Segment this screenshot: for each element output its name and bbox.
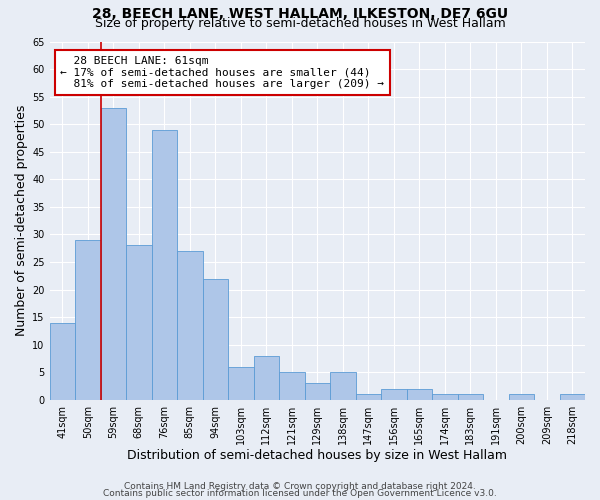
- Bar: [381, 389, 407, 400]
- Bar: [560, 394, 585, 400]
- Bar: [177, 251, 203, 400]
- Bar: [126, 246, 152, 400]
- Bar: [432, 394, 458, 400]
- Text: Contains HM Land Registry data © Crown copyright and database right 2024.: Contains HM Land Registry data © Crown c…: [124, 482, 476, 491]
- Bar: [330, 372, 356, 400]
- Text: 28, BEECH LANE, WEST HALLAM, ILKESTON, DE7 6GU: 28, BEECH LANE, WEST HALLAM, ILKESTON, D…: [92, 8, 508, 22]
- Bar: [356, 394, 381, 400]
- Bar: [152, 130, 177, 400]
- Bar: [509, 394, 534, 400]
- Text: Size of property relative to semi-detached houses in West Hallam: Size of property relative to semi-detach…: [95, 17, 505, 30]
- Bar: [228, 367, 254, 400]
- Bar: [458, 394, 483, 400]
- Bar: [254, 356, 279, 400]
- Bar: [407, 389, 432, 400]
- Bar: [305, 384, 330, 400]
- Text: Contains public sector information licensed under the Open Government Licence v3: Contains public sector information licen…: [103, 489, 497, 498]
- Bar: [50, 322, 75, 400]
- Y-axis label: Number of semi-detached properties: Number of semi-detached properties: [15, 105, 28, 336]
- Bar: [75, 240, 101, 400]
- Bar: [203, 278, 228, 400]
- X-axis label: Distribution of semi-detached houses by size in West Hallam: Distribution of semi-detached houses by …: [127, 450, 507, 462]
- Text: 28 BEECH LANE: 61sqm
← 17% of semi-detached houses are smaller (44)
  81% of sem: 28 BEECH LANE: 61sqm ← 17% of semi-detac…: [60, 56, 384, 89]
- Bar: [101, 108, 126, 400]
- Bar: [279, 372, 305, 400]
